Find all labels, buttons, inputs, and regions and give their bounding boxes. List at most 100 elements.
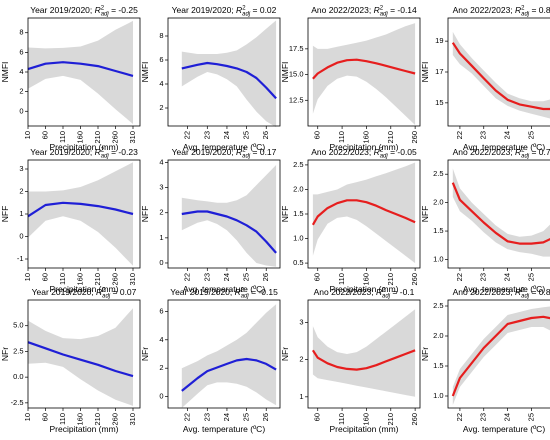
x-tick-label: 260 bbox=[410, 273, 419, 286]
x-tick-label: 23 bbox=[479, 131, 488, 139]
x-axis-label: Avg. temperature (ºC) bbox=[463, 424, 545, 434]
fit-line bbox=[27, 61, 134, 77]
y-tick-label: 1.0 bbox=[433, 254, 443, 263]
y-tick-label: 1 bbox=[299, 392, 303, 401]
y-tick-label: 2 bbox=[19, 87, 23, 96]
y-tick-label: 4 bbox=[19, 67, 23, 76]
y-tick-label: 1.5 bbox=[293, 209, 303, 218]
x-tick-label: 210 bbox=[93, 131, 102, 144]
y-tick-label: 2.5 bbox=[433, 301, 443, 310]
y-tick-label: 3 bbox=[19, 164, 23, 173]
x-tick-label: 23 bbox=[202, 413, 211, 421]
confidence-band bbox=[452, 306, 550, 405]
x-tick-label: 160 bbox=[361, 273, 370, 286]
x-tick-label: 260 bbox=[110, 131, 119, 144]
x-tick-label: 23 bbox=[202, 131, 211, 139]
y-tick-label: 2.5 bbox=[293, 160, 303, 169]
panel-title: Year 2019/2020; R2 adj = 0.17 bbox=[172, 147, 277, 160]
fit-line bbox=[27, 341, 134, 378]
y-tick-label: 2.5 bbox=[13, 346, 23, 355]
panel-4: 2223242526151719Avg. temperature (ºC)NMF… bbox=[420, 5, 550, 152]
x-axis-label: Precipitation (mm) bbox=[330, 424, 399, 434]
y-tick-label: 6 bbox=[159, 306, 163, 315]
fit-line bbox=[311, 349, 416, 371]
y-tick-label: 2 bbox=[19, 186, 23, 195]
y-tick-label: 17.5 bbox=[289, 44, 304, 53]
y-tick-label: 1 bbox=[19, 209, 23, 218]
x-tick-label: 160 bbox=[75, 413, 84, 426]
x-tick-label: 260 bbox=[110, 273, 119, 286]
y-axis-label: NFF bbox=[420, 206, 430, 223]
fit-line bbox=[312, 58, 416, 80]
x-tick-label: 260 bbox=[410, 131, 419, 144]
x-tick-label: 25 bbox=[242, 413, 251, 421]
x-tick-label: 24 bbox=[503, 413, 512, 421]
x-axis-label: Avg. temperature (ºC) bbox=[463, 142, 545, 152]
x-tick-label: 110 bbox=[337, 273, 346, 285]
y-axis-label: NMFI bbox=[420, 62, 430, 83]
x-tick-label: 24 bbox=[503, 273, 512, 281]
y-tick-label: 0 bbox=[159, 258, 163, 267]
x-tick-label: 26 bbox=[261, 413, 270, 421]
x-tick-label: 160 bbox=[75, 273, 84, 286]
y-tick-label: 0 bbox=[159, 392, 163, 401]
x-tick-label: 210 bbox=[386, 273, 395, 286]
fit-line bbox=[451, 182, 550, 245]
y-tick-label: 0.5 bbox=[293, 258, 303, 267]
panel-3: 60 110 160 210 260 12.5 15.0 17.5 Precipitation … bbox=[280, 5, 421, 152]
y-tick-label: 0 bbox=[19, 106, 23, 115]
confidence-band bbox=[452, 31, 550, 119]
panel-9: 10 60 110 160 210 260 310 -2.5 0.0 2.5 5.0 Precipit… bbox=[0, 287, 141, 434]
confidence-band bbox=[28, 20, 133, 124]
x-tick-label: 22 bbox=[455, 131, 464, 139]
x-tick-label: 310 bbox=[128, 131, 137, 144]
panel-7: 60 110 160 210 260 0.5 1.0 1.5 2.0 2.5 Precipitati… bbox=[280, 147, 421, 294]
x-tick-label: 210 bbox=[93, 413, 102, 426]
y-tick-label: 4 bbox=[159, 79, 163, 88]
x-axis-label: Avg. temperature (ºC) bbox=[183, 142, 265, 152]
y-tick-label: 2 bbox=[299, 355, 303, 364]
y-tick-label: 1.5 bbox=[433, 226, 443, 235]
y-tick-label: 4 bbox=[159, 335, 163, 344]
y-tick-label: -2.5 bbox=[11, 398, 24, 407]
panel-title: Ano 2022/2023; R2 adj = -0.14 bbox=[311, 5, 417, 18]
x-axis-label: Avg. temperature (ºC) bbox=[183, 424, 265, 434]
fit-line bbox=[27, 201, 134, 218]
fit-line bbox=[451, 42, 550, 111]
y-tick-label: 6 bbox=[159, 55, 163, 64]
y-tick-label: 2.0 bbox=[433, 198, 443, 207]
y-tick-label: 0.0 bbox=[13, 372, 23, 381]
x-tick-label: 60 bbox=[40, 273, 49, 281]
panel-title: Year 2019/2020; R2 adj = 0.02 bbox=[172, 5, 277, 18]
plot-frame bbox=[307, 17, 421, 127]
confidence-band bbox=[312, 309, 416, 397]
plot-frame bbox=[167, 159, 281, 269]
x-tick-label: 310 bbox=[128, 413, 137, 426]
x-tick-label: 23 bbox=[202, 273, 211, 281]
y-axis-label: NMFI bbox=[0, 62, 10, 83]
x-tick-label: 60 bbox=[313, 413, 322, 421]
x-tick-label: 25 bbox=[242, 131, 251, 139]
panel-title: Year 2019/2020; R2 adj = -0.15 bbox=[170, 287, 278, 300]
x-tick-label: 310 bbox=[128, 273, 137, 286]
x-tick-label: 23 bbox=[479, 273, 488, 281]
confidence-band bbox=[28, 162, 133, 266]
x-tick-label: 22 bbox=[183, 273, 192, 281]
x-tick-label: 60 bbox=[40, 413, 49, 421]
x-tick-label: 260 bbox=[110, 413, 119, 426]
y-tick-label: 5.0 bbox=[13, 321, 23, 330]
y-tick-label: 8 bbox=[19, 28, 23, 37]
panel-title: Year 2019/2020; R2 adj = -0.23 bbox=[30, 147, 138, 160]
y-tick-label: 15 bbox=[435, 98, 443, 107]
y-tick-label: 15.0 bbox=[289, 70, 304, 79]
x-tick-label: 24 bbox=[222, 413, 231, 421]
panel-11: 60 110 160 210 260 1 2 3 Precipitation (mm) NFr An… bbox=[280, 287, 421, 434]
x-tick-label: 160 bbox=[361, 131, 370, 144]
confidence-band bbox=[181, 304, 277, 408]
x-tick-label: 25 bbox=[526, 413, 535, 421]
